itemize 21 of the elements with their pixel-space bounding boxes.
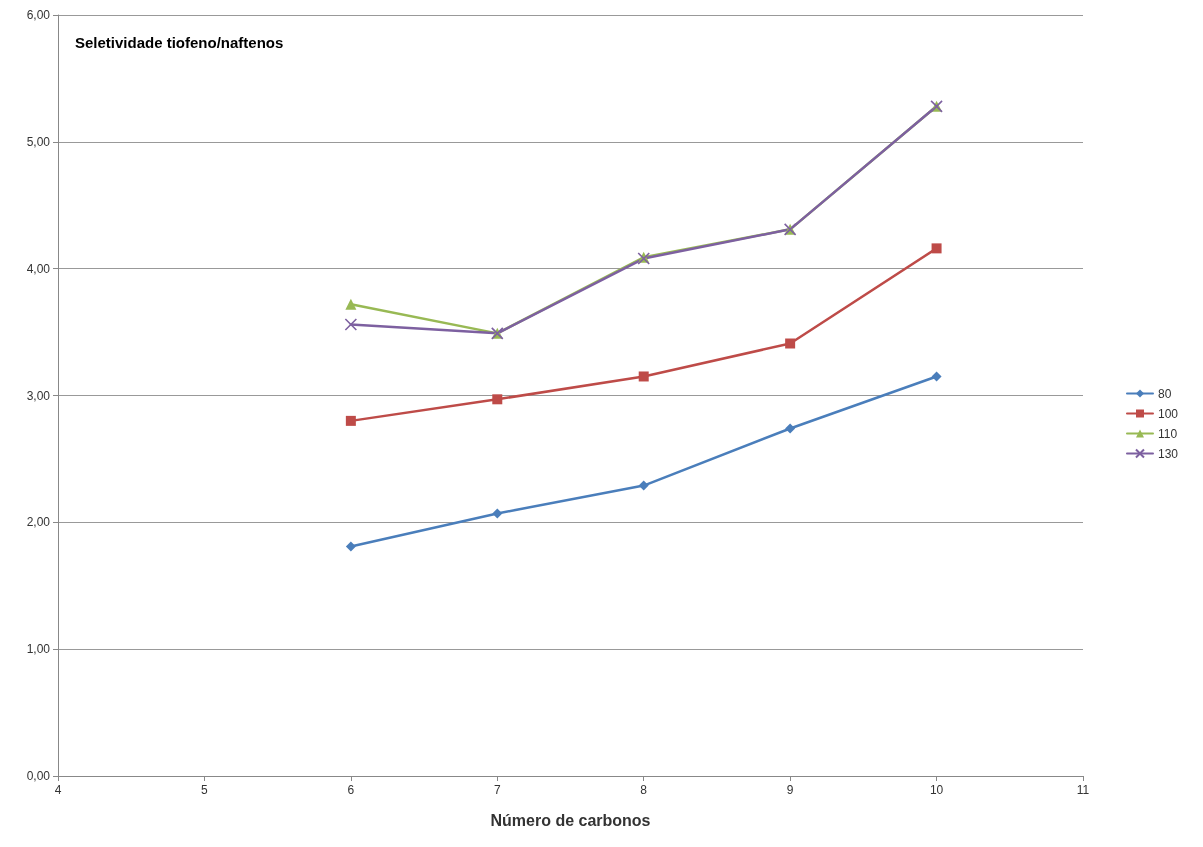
- text: Seletividade tiofeno/naftenos: [75, 34, 284, 51]
- y-tick-label: 3,00: [26, 388, 51, 403]
- x-tick-label: 5: [201, 783, 209, 797]
- y-tick-label: 4,00: [26, 261, 51, 276]
- legend-label: 130: [1157, 446, 1179, 461]
- x-tick-label: 10: [929, 783, 944, 797]
- x-tick-label: 4: [54, 783, 62, 797]
- y-tick-label: 6,00: [26, 8, 51, 22]
- legend-label: 110: [1157, 426, 1178, 441]
- y-tick-label: 0,00: [26, 769, 51, 783]
- x-tick-label: 9: [786, 783, 794, 797]
- x-tick-label: 8: [640, 783, 648, 797]
- legend-label: 100: [1157, 406, 1179, 421]
- legend-label: 80: [1157, 386, 1172, 401]
- y-tick-label: 2,00: [26, 515, 51, 530]
- y-tick-label: 5,00: [26, 134, 51, 149]
- x-tick-label: 11: [1076, 783, 1090, 797]
- x-tick-label: 6: [347, 783, 355, 797]
- x-tick-label: 7: [493, 783, 501, 797]
- x-axis-title: Número de carbonos: [490, 811, 651, 829]
- y-tick-label: 1,00: [26, 642, 51, 657]
